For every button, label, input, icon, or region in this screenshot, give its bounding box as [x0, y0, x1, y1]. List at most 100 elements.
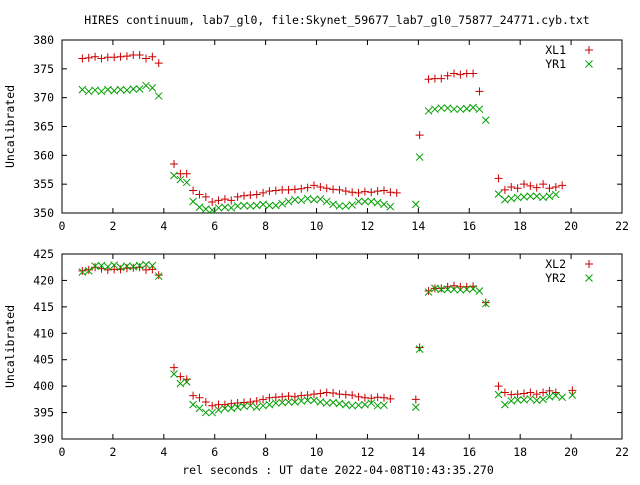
data-point [116, 263, 125, 272]
data-point [110, 86, 119, 95]
data-point [246, 202, 255, 210]
legend-label: YR2 [545, 271, 566, 285]
data-point [78, 85, 87, 94]
data-point [297, 397, 306, 405]
data-point [469, 69, 478, 78]
data-point [532, 390, 541, 399]
y-tick-label: 370 [33, 91, 54, 105]
data-point [220, 400, 229, 409]
data-point [494, 174, 503, 183]
data-point [424, 288, 433, 296]
data-point [380, 200, 388, 209]
data-point [367, 394, 376, 403]
x-tick-label: 18 [513, 445, 527, 459]
x-tick-label: 16 [462, 219, 476, 233]
data-point [129, 262, 138, 271]
data-point [380, 393, 388, 402]
data-point [411, 403, 420, 412]
data-point [182, 178, 191, 187]
data-point [176, 372, 185, 381]
x-tick-label: 0 [59, 445, 66, 459]
data-point [154, 59, 163, 68]
data-point [494, 382, 503, 391]
x-tick-label: 20 [564, 445, 578, 459]
data-point [259, 200, 267, 209]
data-point [97, 87, 106, 96]
data-point [360, 393, 369, 402]
y-tick-label: 425 [33, 247, 54, 261]
data-point [386, 188, 395, 197]
data-point [520, 389, 528, 398]
data-point [373, 393, 382, 402]
data-point [443, 285, 452, 294]
data-point [501, 400, 509, 409]
data-point [297, 391, 306, 400]
data-point [539, 193, 547, 202]
y-tick-label: 420 [33, 273, 54, 287]
data-point [361, 400, 369, 409]
data-point [348, 188, 357, 197]
data-point [303, 183, 312, 192]
y-tick-label: 380 [33, 33, 54, 47]
data-point [148, 52, 157, 61]
legend-label: XL2 [545, 257, 566, 271]
data-point [335, 202, 344, 210]
y-tick-label: 410 [33, 326, 54, 340]
data-point [437, 104, 446, 112]
data-point [361, 197, 369, 206]
legend-marker [585, 274, 593, 282]
x-tick-label: 12 [361, 219, 375, 233]
data-point [135, 263, 144, 272]
data-point [380, 401, 388, 410]
data-point [450, 69, 458, 78]
data-point [259, 188, 268, 197]
data-point [195, 404, 204, 413]
data-point [84, 265, 93, 274]
data-point [227, 203, 236, 212]
data-point [278, 398, 287, 407]
data-point [354, 401, 363, 410]
data-point [507, 194, 516, 203]
data-point [214, 203, 223, 212]
data-point [373, 187, 382, 196]
data-point [415, 345, 424, 353]
data-point [97, 54, 106, 63]
data-point [214, 406, 223, 414]
data-point [386, 202, 395, 211]
data-point [456, 286, 465, 294]
data-point [526, 192, 535, 201]
data-point [135, 50, 144, 59]
data-point [142, 260, 150, 269]
y-tick-label: 405 [33, 353, 54, 367]
data-point [170, 370, 178, 378]
data-point [322, 197, 331, 206]
data-point [501, 195, 509, 204]
data-point [265, 187, 274, 196]
data-point [154, 271, 163, 280]
series-xl2 [78, 263, 577, 410]
data-point [208, 198, 217, 207]
data-point [227, 196, 236, 205]
data-point [551, 183, 560, 192]
data-point [354, 188, 363, 197]
data-point [450, 281, 458, 290]
data-point [507, 390, 516, 399]
x-tick-label: 6 [211, 219, 218, 233]
y-tick-label: 375 [33, 62, 54, 76]
data-point [520, 396, 528, 404]
data-point [221, 203, 229, 212]
x-tick-label: 16 [462, 445, 476, 459]
data-point [310, 181, 318, 190]
x-tick-label: 2 [109, 445, 116, 459]
data-point [265, 400, 274, 409]
legend-marker [585, 60, 593, 68]
data-point [142, 54, 150, 63]
data-point [122, 52, 131, 61]
data-point [367, 188, 376, 197]
data-point [201, 205, 210, 213]
data-point [431, 284, 439, 293]
y-tick-label: 395 [33, 406, 54, 420]
legend-label: XL1 [545, 43, 566, 57]
x-tick-label: 20 [564, 219, 578, 233]
data-point [513, 184, 522, 193]
